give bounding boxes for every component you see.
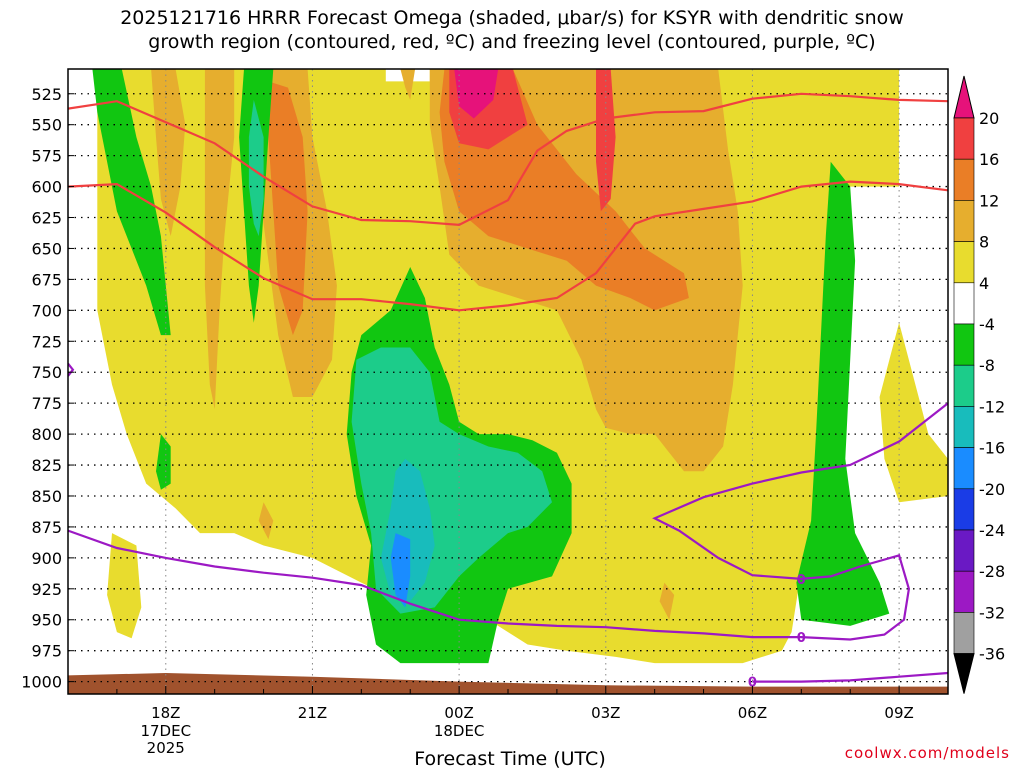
dgz-contour-1 <box>68 180 948 312</box>
omega-region-yellow-left-bottom <box>107 533 142 639</box>
x-tick-label-00Z: 00Z <box>444 704 473 722</box>
freezing-label-1: 0 <box>797 631 806 646</box>
y-tick-label-1000: 1000 <box>21 673 62 692</box>
x-tick-sublabel-17DEC: 17DEC <box>140 722 191 740</box>
colorbar-label--12: -12 <box>979 397 1005 416</box>
colorbar-bin-1 <box>953 117 975 160</box>
colorbar-label-16: 16 <box>979 150 999 169</box>
freezing-contour-0 <box>68 402 948 641</box>
x-tick-label-03Z: 03Z <box>591 704 620 722</box>
colorbar-label--16: -16 <box>979 439 1005 458</box>
colorbar-bin-13 <box>953 612 975 654</box>
colorbar-top-arrow <box>953 75 975 119</box>
terrain-fill <box>68 673 948 694</box>
omega-region-yellow-right-lower <box>879 322 948 503</box>
colorbar-label-12: 12 <box>979 191 999 210</box>
omega-shading <box>68 69 948 694</box>
colorbar-label--4: -4 <box>979 315 995 334</box>
colorbar-label--36: -36 <box>979 645 1005 664</box>
y-tick-label-700: 700 <box>31 301 62 320</box>
y-tick-label-875: 875 <box>31 518 62 537</box>
y-tick-label-850: 850 <box>31 487 62 506</box>
colorbar-bin-3 <box>953 200 975 242</box>
y-tick-label-825: 825 <box>31 456 62 475</box>
colorbar-bin-8 <box>953 406 975 448</box>
omega-region-blue <box>390 533 411 608</box>
x-tick-label-06Z: 06Z <box>738 704 767 722</box>
colorbar: 20 16 12 8 4 -4 -8 -12 -16 -20 -24 -28 -32 -36 <box>953 75 1005 694</box>
y-tick-label-975: 975 <box>31 642 62 661</box>
omega-region-red-b <box>596 69 616 212</box>
y-tick-label-525: 525 <box>31 85 62 104</box>
colorbar-bin-6 <box>953 323 975 366</box>
omega-region-gold-blob <box>659 582 675 620</box>
y-tick-label-575: 575 <box>31 147 62 166</box>
colorbar-label-8: 8 <box>979 233 989 252</box>
x-tick-label-09Z: 09Z <box>884 704 913 722</box>
omega-region-teal-left <box>248 99 264 237</box>
omega-region-green-right <box>796 161 890 626</box>
colorbar-bin-4 <box>953 241 975 284</box>
colorbar-bin-12 <box>953 570 975 613</box>
omega-region-gold-blob2 <box>258 502 274 540</box>
colorbar-bin-5 <box>953 282 975 325</box>
freezing-contour-2 <box>68 362 75 377</box>
x-tick-label-18Z: 18Z <box>151 704 180 722</box>
omega-region-green-dot <box>156 434 171 490</box>
colorbar-label--8: -8 <box>979 356 995 375</box>
colorbar-label-4: 4 <box>979 274 989 293</box>
x-tick-sublabel-2025: 2025 <box>147 739 185 757</box>
x-tick-sublabel-18DEC: 18DEC <box>434 722 485 740</box>
y-tick-label-925: 925 <box>31 580 62 599</box>
colorbar-bin-9 <box>953 447 975 490</box>
colorbar-bin-7 <box>953 364 975 407</box>
y-tick-label-900: 900 <box>31 549 62 568</box>
y-tick-label-675: 675 <box>31 270 62 289</box>
y-tick-label-725: 725 <box>31 332 62 351</box>
contours: 0 0 0 <box>68 92 948 691</box>
omega-region-gold-d <box>151 69 186 237</box>
chart-title: 2025121716 HRRR Forecast Omega (shaded, … <box>120 7 904 53</box>
y-tick-label-625: 625 <box>31 209 62 228</box>
colorbar-bin-2 <box>953 158 975 201</box>
freezing-contour-1 <box>752 671 948 683</box>
colorbar-label--28: -28 <box>979 562 1005 581</box>
y-tick-label-550: 550 <box>31 116 62 135</box>
y-tick-label-950: 950 <box>31 611 62 630</box>
colorbar-label--32: -32 <box>979 603 1005 622</box>
x-tick-label-21Z: 21Z <box>298 704 327 722</box>
colorbar-label-20: 20 <box>979 109 999 128</box>
colorbar-bin-10 <box>953 488 975 531</box>
y-tick-label-750: 750 <box>31 363 62 382</box>
colorbar-label--24: -24 <box>979 521 1005 540</box>
y-tick-label-600: 600 <box>31 178 62 197</box>
y-tick-label-775: 775 <box>31 394 62 413</box>
freezing-label-2: 0 <box>748 676 757 691</box>
omega-region-yellow-blob-right <box>635 551 714 651</box>
y-tick-label-650: 650 <box>31 239 62 258</box>
colorbar-label--20: -20 <box>979 480 1005 499</box>
omega-region-magenta <box>454 69 499 119</box>
y-axis: 525 550 575 600 625 650 675 700 725 750 775 800 825 8… <box>21 85 74 692</box>
colorbar-bottom-arrow <box>953 653 975 694</box>
x-axis-title: Forecast Time (UTC) <box>414 748 605 768</box>
y-tick-label-800: 800 <box>31 425 62 444</box>
credit-link[interactable]: coolwx.com/models <box>844 744 1010 762</box>
freezing-label-0: 0 <box>797 573 806 588</box>
omega-region-yellow-right-mid <box>772 458 797 639</box>
omega-region-green-left <box>92 69 171 336</box>
omega-region-orange-a <box>268 81 308 336</box>
colorbar-bin-11 <box>953 529 975 572</box>
dgz-contour-0 <box>68 92 948 227</box>
omega-region-gold-b <box>400 69 416 100</box>
omega-region-gold-e <box>204 69 235 410</box>
